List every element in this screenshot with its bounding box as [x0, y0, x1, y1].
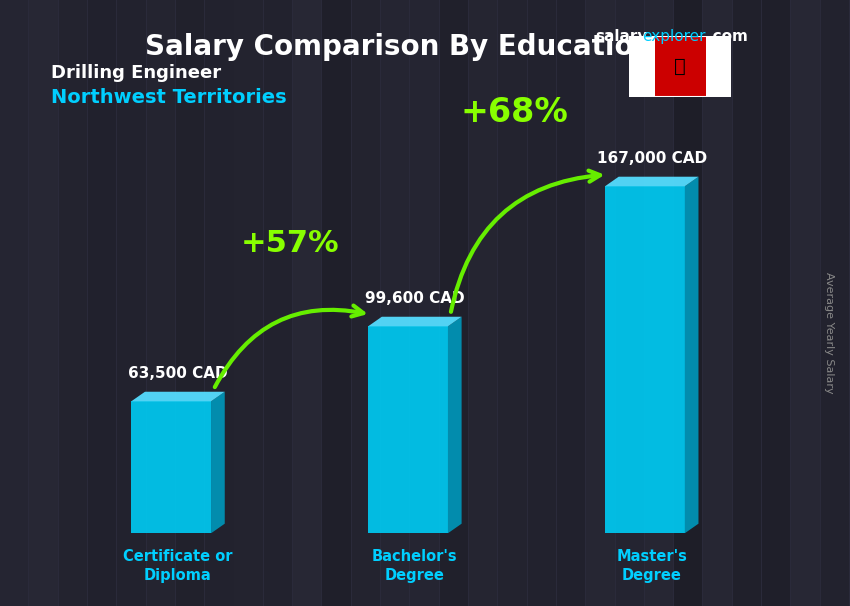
Text: Northwest Territories: Northwest Territories [51, 88, 286, 107]
Text: Salary Comparison By Education: Salary Comparison By Education [145, 33, 654, 61]
Text: explorer: explorer [642, 29, 706, 44]
Text: Master's
Degree: Master's Degree [616, 548, 687, 584]
Text: +68%: +68% [460, 96, 568, 128]
Bar [629, 36, 654, 97]
Text: 99,600 CAD: 99,600 CAD [365, 291, 465, 306]
Bar [706, 36, 731, 97]
Text: Average Yearly Salary: Average Yearly Salary [824, 273, 834, 394]
Polygon shape [131, 401, 211, 533]
Text: Bachelor's
Degree: Bachelor's Degree [372, 548, 457, 584]
Polygon shape [368, 317, 462, 327]
Text: 63,500 CAD: 63,500 CAD [128, 366, 228, 381]
Text: .com: .com [707, 29, 748, 44]
Polygon shape [605, 186, 685, 533]
Text: salary: salary [595, 29, 648, 44]
Polygon shape [368, 327, 448, 533]
Polygon shape [685, 177, 699, 533]
Text: Certificate or
Diploma: Certificate or Diploma [123, 548, 233, 584]
Text: Drilling Engineer: Drilling Engineer [51, 64, 221, 82]
Polygon shape [211, 391, 224, 533]
Text: 167,000 CAD: 167,000 CAD [597, 151, 707, 166]
Polygon shape [605, 177, 699, 186]
Text: +57%: +57% [241, 229, 339, 258]
Bar [654, 36, 706, 97]
Polygon shape [131, 391, 224, 401]
Polygon shape [448, 317, 462, 533]
Text: 🍁: 🍁 [674, 57, 686, 76]
